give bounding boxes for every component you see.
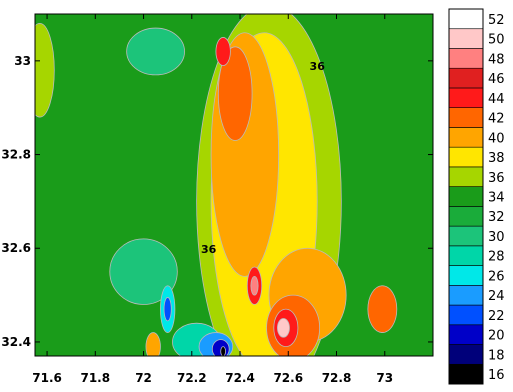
colorbar-swatch — [448, 324, 484, 345]
colorbar-label: 26 — [488, 269, 505, 284]
x-tick-label: 72.6 — [273, 371, 303, 385]
colorbar-label: 16 — [488, 368, 505, 383]
contour-region-22 — [163, 297, 172, 322]
colorbar-swatch — [448, 344, 484, 365]
colorbar: 16 18 20 22 24 26 28 30 32 34 36 38 40 42 44 46 48 50 52 — [448, 8, 505, 385]
colorbar-label: 52 — [488, 13, 505, 28]
y-tick-label: 32.4 — [1, 335, 31, 349]
colorbar-swatch — [448, 146, 484, 168]
colorbar-label: 20 — [488, 329, 505, 344]
x-tick-label: 72.8 — [322, 371, 352, 385]
colorbar-swatch — [448, 245, 484, 266]
colorbar-swatch — [448, 186, 484, 207]
colorbar-label: 30 — [488, 230, 505, 245]
contour-region-42 — [367, 285, 398, 333]
colorbar-swatch — [448, 8, 484, 30]
y-axis: 32.4 32.6 32.8 33 — [1, 54, 433, 349]
colorbar-label: 24 — [488, 289, 505, 304]
plot-frame — [34, 13, 434, 357]
colorbar-swatch — [448, 87, 484, 108]
colorbar-label: 42 — [488, 112, 505, 127]
colorbar-swatch — [448, 107, 484, 128]
colorbar-swatch — [448, 206, 484, 227]
x-tick-label: 73 — [376, 371, 393, 385]
contour-region-36 — [35, 22, 55, 118]
colorbar-swatch — [448, 166, 484, 187]
contour-region-16 — [220, 346, 226, 356]
x-tick-label: 71.8 — [80, 371, 110, 385]
contour-label: 36 — [310, 60, 326, 73]
colorbar-label: 18 — [488, 348, 505, 363]
colorbar-swatch — [448, 363, 484, 385]
colorbar-label: 36 — [488, 171, 505, 186]
colorbar-label: 28 — [488, 250, 505, 265]
contour-region-40 — [145, 332, 161, 356]
colorbar-swatch — [448, 67, 484, 89]
y-tick-label: 32.6 — [1, 241, 31, 255]
colorbar-label: 40 — [488, 131, 505, 146]
colorbar-label: 48 — [488, 52, 505, 67]
x-tick-label: 72.2 — [177, 371, 207, 385]
colorbar-label: 22 — [488, 309, 505, 324]
x-tick-label: 72 — [135, 371, 152, 385]
colorbar-label: 44 — [488, 92, 505, 107]
contour-region-48 — [250, 275, 259, 296]
colorbar-swatch — [448, 285, 484, 306]
colorbar-label: 34 — [488, 191, 505, 206]
colorbar-swatch — [448, 304, 484, 326]
plot-area: 36 36 — [35, 14, 433, 356]
colorbar-label: 50 — [488, 33, 505, 48]
y-tick-label: 32.8 — [1, 148, 31, 162]
contour-region-30 — [126, 27, 185, 76]
contour-region-42 — [217, 46, 253, 141]
contour-region-50 — [277, 318, 290, 338]
contour-label: 36 — [201, 243, 217, 256]
x-tick-label: 71.6 — [32, 371, 62, 385]
colorbar-label: 46 — [488, 72, 505, 87]
contour-region-30 — [109, 238, 178, 305]
colorbar-swatch — [448, 225, 484, 247]
colorbar-swatch — [448, 48, 484, 69]
colorbar-label: 32 — [488, 210, 505, 225]
colorbar-swatch — [448, 127, 484, 148]
colorbar-frame — [448, 8, 484, 385]
colorbar-swatch — [448, 28, 484, 49]
contour-region-44 — [215, 37, 231, 66]
x-tick-label: 72.4 — [225, 371, 255, 385]
colorbar-swatch — [448, 265, 484, 286]
x-axis: 71.6 71.8 72 72.2 72.4 72.6 72.8 73 — [32, 14, 393, 385]
colorbar-label: 38 — [488, 151, 505, 166]
y-tick-label: 33 — [14, 54, 31, 68]
